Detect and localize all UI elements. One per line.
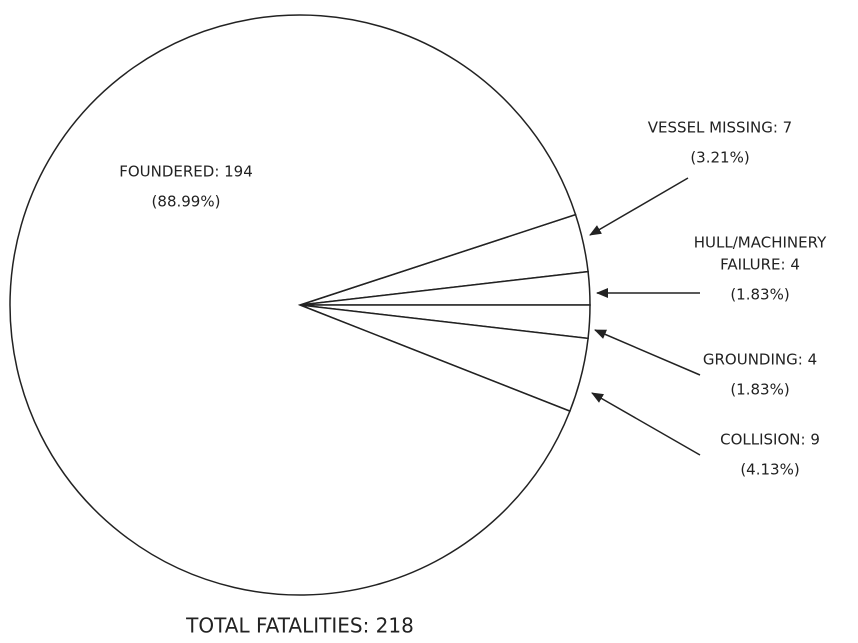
percent-label: (4.13%)	[740, 461, 799, 479]
value-label: GROUNDING: 4	[703, 351, 817, 369]
value-label: VESSEL MISSING: 7	[648, 119, 792, 137]
percent-label: (3.21%)	[690, 149, 749, 167]
slice-label: COLLISION: 9 (4.13%)	[720, 431, 820, 479]
slice-label: GROUNDING: 4 (1.83%)	[703, 351, 817, 399]
value-label: COLLISION: 9	[720, 431, 820, 449]
leader-arrow	[594, 329, 701, 376]
slice-label: VESSEL MISSING: 7 (3.21%)	[648, 119, 792, 167]
percent-label: (88.99%)	[152, 193, 221, 211]
value-label: HULL/MACHINERY	[694, 234, 827, 252]
leader-arrow	[589, 177, 689, 236]
leader-arrow	[591, 392, 701, 456]
slice-label: FOUNDERED: 194 (88.99%)	[119, 163, 253, 211]
value-label: FAILURE: 4	[720, 256, 800, 274]
percent-label: (1.83%)	[730, 286, 789, 304]
slice-label: HULL/MACHINERY FAILURE: 4 (1.83%)	[694, 234, 827, 304]
value-label: FOUNDERED: 194	[119, 163, 253, 181]
percent-label: (1.83%)	[730, 381, 789, 399]
footer: TOTAL FATALITIES: 218	[185, 614, 414, 638]
slice	[9, 14, 577, 596]
